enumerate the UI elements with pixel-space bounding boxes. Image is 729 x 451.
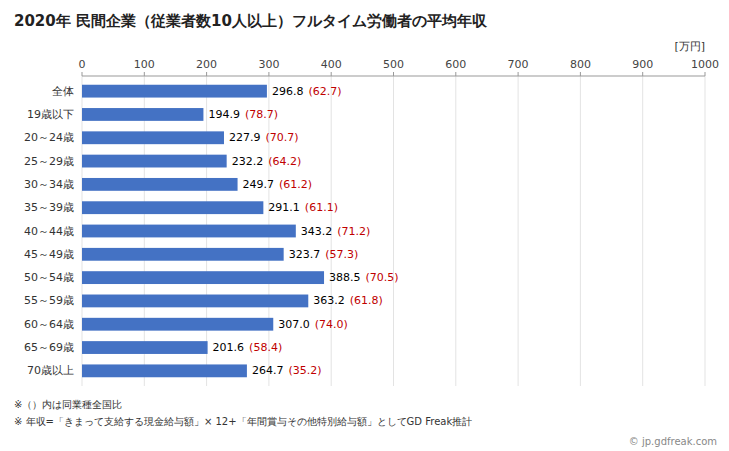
category-label: 35～39歳 — [24, 201, 74, 214]
tick-label: 300 — [258, 58, 279, 71]
bar — [82, 341, 208, 354]
bars — [82, 85, 324, 378]
ratio-label: (62.7) — [308, 85, 341, 98]
category-label: 70歳以上 — [27, 364, 74, 377]
category-label: 40～44歳 — [24, 225, 74, 238]
data-labels: 296.8 (62.7) 194.9 (78.7) 227.9 (70.7)232.2 (6… — [208, 85, 398, 378]
category-label: 19歳以下 — [27, 108, 74, 121]
category-label: 30～34歳 — [24, 178, 74, 191]
value-label: 264.7 — [252, 364, 283, 377]
value-label: 296.8 — [272, 85, 304, 98]
y-axis: 全体 19歳以下 20～24歳 25～29歳 30～34歳 35～39歳 40～44歳 45～… — [24, 85, 74, 378]
ratio-label: (71.2) — [337, 225, 370, 238]
category-label: 25～29歳 — [24, 155, 74, 168]
ratio-label: (61.8) — [350, 294, 383, 307]
value-label: 343.2 — [301, 225, 333, 238]
bar — [82, 108, 203, 121]
tick-mark — [455, 72, 456, 76]
grid-line — [518, 76, 519, 386]
category-label: 65～69歳 — [24, 341, 74, 354]
tick-mark — [393, 72, 394, 76]
value-label: 388.5 — [329, 271, 361, 284]
value-label: 249.7 — [243, 178, 275, 191]
category-label: 55～59歳 — [24, 294, 74, 307]
category-label: 50～54歳 — [24, 271, 74, 284]
ratio-label: (58.4) — [249, 341, 282, 354]
title: 2020年 民間企業（従業者数10人以上）フルタイム労働者の平均年収 — [14, 12, 488, 30]
tick-label: 200 — [196, 58, 217, 71]
value-label: 227.9 — [229, 131, 260, 144]
tick-label: 0 — [79, 58, 86, 71]
unit-label: [万円] — [674, 40, 705, 53]
tick-label: 1000 — [691, 58, 719, 71]
value-label: 291.1 — [268, 201, 300, 214]
category-label: 45～49歳 — [24, 248, 74, 261]
bar — [82, 155, 227, 168]
chart: 2020年 民間企業（従業者数10人以上）フルタイム労働者の平均年収 [万円] 0 1… — [0, 0, 729, 451]
ratio-label: (61.1) — [305, 201, 338, 214]
bar — [82, 178, 238, 191]
tick-mark — [518, 72, 519, 76]
value-label: 363.2 — [313, 294, 345, 307]
tick-mark — [705, 72, 706, 76]
tick-label: 900 — [632, 58, 653, 71]
tick-mark — [642, 72, 643, 76]
value-label: 232.2 — [232, 155, 263, 168]
x-axis: 0 100 200 300 400 500 600 700 800 900 1000 — [79, 58, 720, 76]
grid-line — [393, 76, 394, 386]
bar — [82, 364, 247, 377]
tick-label: 600 — [445, 58, 466, 71]
tick-mark — [206, 72, 207, 76]
axis-line — [82, 76, 705, 77]
footnote: ※（）内は同業種全国比 — [14, 399, 122, 410]
grid-line — [580, 76, 581, 386]
ratio-label: (70.5) — [366, 271, 399, 284]
ratio-label: (70.7) — [265, 131, 298, 144]
tick-mark — [82, 72, 83, 76]
category-label: 全体 — [52, 85, 74, 98]
watermark: © jp.gdfreak.com — [629, 436, 717, 447]
grid-line — [642, 76, 643, 386]
tick-label: 500 — [383, 58, 404, 71]
ratio-label: (61.2) — [279, 178, 312, 191]
tick-mark — [144, 72, 145, 76]
tick-mark — [331, 72, 332, 76]
ratio-label: (64.2) — [268, 155, 301, 168]
bar — [82, 271, 324, 284]
bar — [82, 225, 296, 238]
bar — [82, 131, 224, 144]
grid-line — [705, 76, 706, 386]
tick-label: 800 — [570, 58, 591, 71]
value-label: 323.7 — [289, 248, 321, 261]
grid-line — [455, 76, 456, 386]
ratio-label: (74.0) — [315, 318, 348, 331]
grid — [82, 76, 705, 386]
ratio-label: (78.7) — [245, 108, 278, 121]
ratio-label: (57.3) — [325, 248, 358, 261]
tick-label: 700 — [508, 58, 529, 71]
bar — [82, 248, 284, 261]
bar — [82, 85, 267, 98]
tick-label: 400 — [321, 58, 342, 71]
tick-mark — [268, 72, 269, 76]
value-label: 194.9 — [208, 108, 240, 121]
tick-label: 100 — [134, 58, 155, 71]
bar — [82, 201, 263, 214]
ratio-label: (35.2) — [288, 364, 321, 377]
value-label: 307.0 — [278, 318, 310, 331]
value-label: 201.6 — [213, 341, 245, 354]
bar — [82, 318, 273, 331]
bar — [82, 295, 308, 308]
category-label: 60～64歳 — [24, 318, 74, 331]
footnote: ※ 年収=「きまって支給する現金給与額」× 12+「年間賞与その他特別給与額」と… — [14, 416, 472, 427]
category-label: 20～24歳 — [24, 131, 74, 144]
tick-mark — [580, 72, 581, 76]
